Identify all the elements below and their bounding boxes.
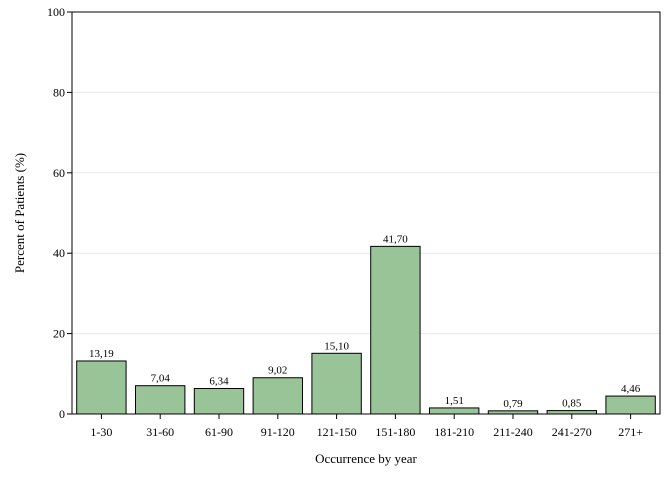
data-label-271+: 4,46: [621, 383, 641, 395]
x-tick-label: 271+: [618, 425, 643, 439]
x-axis: 1-30 31-60 61-90 91-120 121-150 151-180 181-21…: [90, 414, 643, 439]
data-label-121-150: 15,10: [324, 340, 349, 352]
x-tick-label: 241-270: [552, 425, 592, 439]
data-labels: 13,19 7,04 6,34 9,02 15,10 41,70 1,51 0,79 0,85 4…: [89, 233, 641, 409]
bar-121-150: [311, 352, 362, 415]
bar-151-180: [370, 245, 421, 415]
y-tick-label: 100: [47, 5, 65, 19]
x-tick-label: 61-90: [205, 425, 233, 439]
data-label-211-240: 0,79: [503, 398, 523, 410]
bar-181-210: [429, 407, 480, 415]
x-axis-title: Occurrence by year: [315, 451, 417, 466]
bar-241-270: [546, 410, 597, 415]
data-label-61-90: 6,34: [209, 376, 229, 388]
bar-1-30: [76, 360, 127, 415]
y-tick-label: 40: [53, 246, 65, 260]
y-axis: 0 20 40 60 80 100: [47, 5, 72, 421]
bar-91-120: [252, 377, 303, 415]
bars: [76, 245, 656, 415]
bar-61-90: [193, 388, 245, 415]
gridlines: [72, 91, 660, 335]
x-tick-label: 1-30: [90, 425, 112, 439]
plot-frame: [71, 11, 661, 415]
y-axis-title: Percent of Patients (%): [12, 153, 27, 273]
y-tick-label: 0: [59, 407, 65, 421]
y-tick-label: 20: [53, 327, 65, 341]
x-tick-label: 91-120: [261, 425, 295, 439]
data-label-31-60: 7,04: [151, 373, 171, 385]
data-label-241-270: 0,85: [562, 398, 582, 410]
x-tick-label: 31-60: [146, 425, 174, 439]
data-label-1-30: 13,19: [89, 348, 114, 360]
data-label-91-120: 9,02: [268, 365, 287, 377]
y-tick-label: 80: [53, 85, 65, 99]
bar-271+: [605, 395, 656, 415]
x-tick-label: 151-180: [375, 425, 415, 439]
x-tick-label: 121-150: [317, 425, 357, 439]
bar-31-60: [135, 385, 186, 415]
data-label-181-210: 1,51: [445, 395, 464, 407]
x-tick-label: 211-240: [493, 425, 533, 439]
y-tick-label: 60: [53, 166, 65, 180]
data-label-151-180: 41,70: [383, 233, 408, 245]
x-tick-label: 181-210: [434, 425, 474, 439]
